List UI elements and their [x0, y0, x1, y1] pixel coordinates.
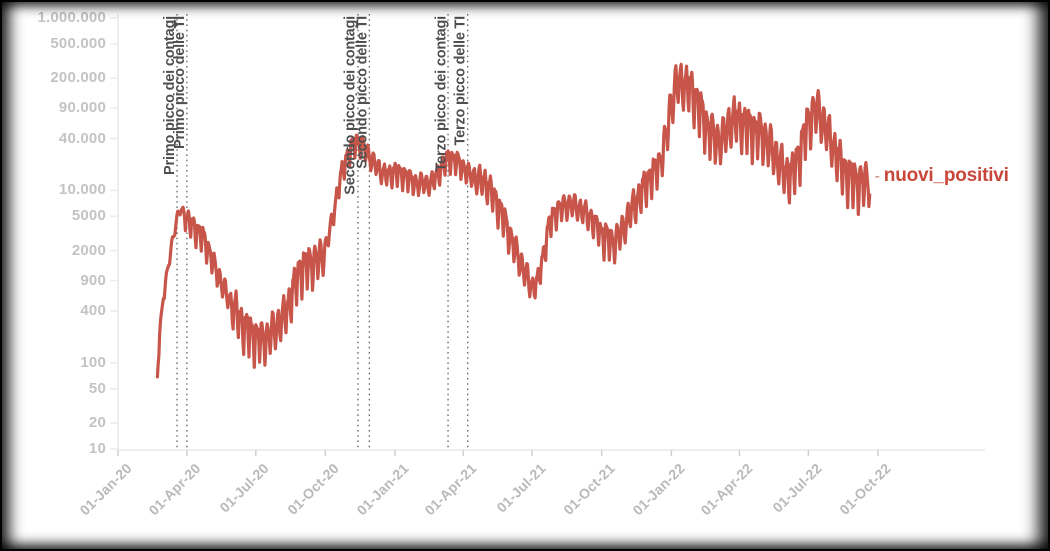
legend-item-nuovi-positivi[interactable]: - nuovi_positivi — [875, 165, 1009, 187]
y-axis-label: 20 — [88, 414, 106, 432]
y-axis-label: 10.000 — [58, 181, 106, 199]
annotation-label: Primo picco delle TI — [171, 16, 188, 149]
y-axis-label: 5000 — [71, 207, 106, 225]
y-axis-label: 200.000 — [50, 69, 106, 87]
legend-line-swatch: - — [874, 168, 880, 186]
annotation-label: Secondo picco delle TI — [354, 16, 371, 169]
y-axis-label: 90.000 — [58, 99, 106, 117]
series-line-nuovi-positivi — [155, 62, 872, 379]
y-axis-label: 40.000 — [58, 129, 106, 147]
y-axis-label: 400 — [80, 301, 106, 319]
annotation-label: Terzo picco delle TI — [452, 16, 469, 146]
y-axis-label: 100 — [80, 353, 106, 371]
y-axis-label: 10 — [88, 440, 106, 457]
y-axis-label: 50 — [88, 379, 106, 397]
y-axis-label: 900 — [80, 271, 106, 289]
y-axis-label: 1.000.000 — [37, 9, 106, 26]
annotation-label: Terzo picco dei contagi — [433, 16, 450, 172]
y-axis-label: 2000 — [71, 241, 106, 259]
legend-label: nuovi_positivi — [883, 165, 1009, 187]
y-axis-label: 500.000 — [50, 34, 106, 52]
